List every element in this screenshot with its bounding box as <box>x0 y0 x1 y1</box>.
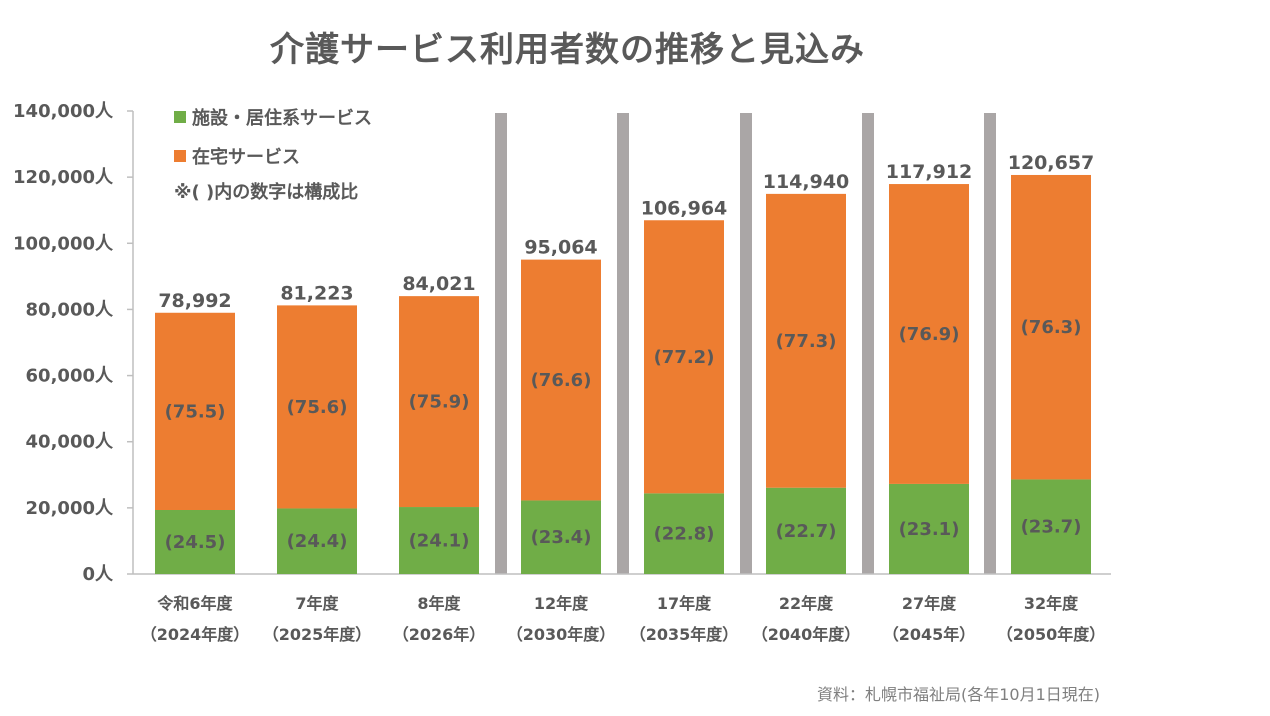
total-label: 78,992 <box>158 290 231 312</box>
period-separator-1 <box>495 113 507 574</box>
bar-home <box>521 259 601 501</box>
total-label: 117,912 <box>886 161 973 183</box>
x-category-year: （2040年度） <box>752 625 861 644</box>
period-separator-3 <box>740 113 752 574</box>
bar-home <box>399 296 479 508</box>
y-tick-label: 60,000人 <box>26 366 114 387</box>
total-label: 84,021 <box>402 273 475 295</box>
y-tick-label: 20,000人 <box>26 498 114 519</box>
chart-title: 介護サービス利用者数の推移と見込み <box>270 30 865 70</box>
share-label-home: (77.3) <box>776 331 837 352</box>
legend-item-home: 在宅サービス <box>174 143 300 169</box>
total-label: 120,657 <box>1008 152 1095 174</box>
x-category-year: （2050年度） <box>997 625 1106 644</box>
total-label: 114,940 <box>763 171 850 193</box>
total-label: 81,223 <box>280 282 353 304</box>
x-category-label: 12年度 <box>534 594 589 613</box>
legend-swatch-home <box>174 150 186 162</box>
share-label-home: (76.9) <box>899 324 960 345</box>
share-label-home: (75.9) <box>409 392 470 413</box>
y-tick-label: 0人 <box>82 564 114 585</box>
share-label-facility: (22.7) <box>776 521 837 542</box>
bar-home <box>1011 174 1091 480</box>
y-tick-label: 120,000人 <box>13 167 114 188</box>
share-label-facility: (24.4) <box>287 531 348 552</box>
x-category-label: 17年度 <box>657 594 712 613</box>
bar-facility <box>399 507 479 574</box>
x-category-year: （2024年度） <box>141 625 250 644</box>
legend-label-facility: 施設・居住系サービス <box>192 108 372 129</box>
period-separator-4 <box>862 113 874 574</box>
bar-home <box>889 184 969 484</box>
bar-home <box>766 193 846 488</box>
y-tick-label: 140,000人 <box>13 101 114 122</box>
share-label-facility: (24.5) <box>165 532 226 553</box>
bar-facility <box>644 493 724 574</box>
share-label-home: (76.3) <box>1021 317 1082 338</box>
x-category-label: 32年度 <box>1024 594 1079 613</box>
y-tick-label: 80,000人 <box>26 299 114 320</box>
bar-home <box>644 220 724 494</box>
legend-item-facility: 施設・居住系サービス <box>174 104 372 130</box>
share-label-home: (77.2) <box>654 347 715 368</box>
share-label-facility: (23.4) <box>531 527 592 548</box>
x-category-year: （2030年度） <box>507 625 616 644</box>
x-category-label: 7年度 <box>295 594 339 613</box>
share-label-facility: (23.7) <box>1021 517 1082 538</box>
source-note: 資料：札幌市福祉局(各年10月1日現在) <box>816 685 1100 704</box>
bar-facility <box>766 487 846 574</box>
share-label-home: (75.6) <box>287 397 348 418</box>
legend-swatch-facility <box>174 111 186 123</box>
x-category-label: 令和6年度 <box>156 594 233 613</box>
total-label: 106,964 <box>641 197 728 219</box>
share-label-facility: (24.1) <box>409 531 470 552</box>
composition-note: ※( )内の数字は構成比 <box>174 182 359 203</box>
bar-facility <box>155 509 235 574</box>
bar-facility <box>521 500 601 574</box>
share-label-home: (75.5) <box>165 401 226 422</box>
x-category-year: （2035年度） <box>630 625 739 644</box>
x-category-label: 8年度 <box>417 594 461 613</box>
x-category-label: 27年度 <box>902 594 957 613</box>
bar-facility <box>277 508 357 574</box>
x-category-year: （2025年度） <box>263 625 372 644</box>
x-category-year: （2026年） <box>393 625 486 644</box>
bar-facility <box>889 483 969 574</box>
y-tick-label: 40,000人 <box>26 432 114 453</box>
bar-home <box>277 305 357 509</box>
period-separator-2 <box>617 113 629 574</box>
x-category-year: （2045年） <box>883 625 976 644</box>
share-label-facility: (23.1) <box>899 519 960 540</box>
share-label-facility: (22.8) <box>654 524 715 545</box>
legend-label-home: 在宅サービス <box>192 147 300 168</box>
total-label: 95,064 <box>524 237 597 259</box>
y-tick-label: 100,000人 <box>13 233 114 254</box>
x-category-label: 22年度 <box>779 594 834 613</box>
bar-home <box>155 312 235 510</box>
share-label-home: (76.6) <box>531 370 592 391</box>
bar-facility <box>1011 479 1091 574</box>
period-separator-5 <box>984 113 996 574</box>
